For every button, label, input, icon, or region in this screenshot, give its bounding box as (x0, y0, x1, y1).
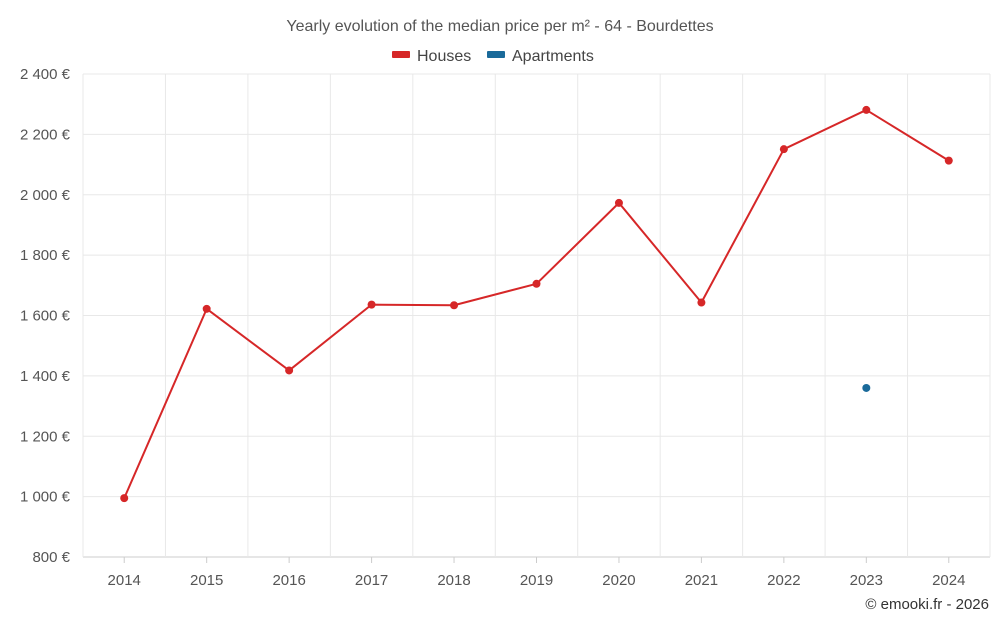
chart-title: Yearly evolution of the median price per… (286, 18, 713, 35)
x-tick-label: 2023 (850, 572, 883, 589)
series-apartments (862, 383, 871, 392)
legend-swatch-houses (392, 51, 410, 58)
x-tick-label: 2020 (602, 572, 635, 589)
x-tick-label: 2016 (272, 572, 305, 589)
y-tick-label: 1 800 € (20, 247, 71, 264)
legend-label-houses: Houses (417, 48, 471, 65)
data-point-houses[interactable] (697, 298, 706, 307)
data-point-houses[interactable] (944, 156, 953, 165)
data-point-houses[interactable] (285, 366, 294, 375)
x-tick-label: 2015 (190, 572, 223, 589)
x-tick-label: 2019 (520, 572, 553, 589)
data-point-houses[interactable] (120, 494, 129, 503)
y-tick-label: 800 € (32, 549, 70, 566)
y-tick-label: 1 400 € (20, 368, 71, 385)
x-tick-label: 2022 (767, 572, 800, 589)
series-houses (120, 105, 953, 503)
y-tick-label: 2 000 € (20, 187, 71, 204)
x-tick-label: 2017 (355, 572, 388, 589)
data-point-houses[interactable] (202, 304, 211, 313)
legend-label-apartments: Apartments (512, 48, 594, 65)
legend-item-houses[interactable]: Houses (392, 48, 471, 65)
x-tick-label: 2018 (437, 572, 470, 589)
x-tick-label: 2021 (685, 572, 718, 589)
data-point-houses[interactable] (450, 301, 459, 310)
x-tick-label: 2024 (932, 572, 965, 589)
legend-item-apartments[interactable]: Apartments (487, 48, 594, 65)
grid (82, 73, 991, 558)
x-axis-ticks: 2014 2015 2016 2017 2018 2019 2020 2021 2022 2023… (108, 557, 965, 589)
x-tick-label: 2014 (108, 572, 141, 589)
data-point-houses[interactable] (862, 105, 871, 114)
y-tick-label: 1 000 € (20, 489, 71, 506)
legend[interactable]: Houses Apartments (392, 48, 594, 65)
y-axis-ticks: 800 € 1 000 € 1 200 € 1 400 € 1 600 € 1 800 €… (20, 66, 71, 566)
credit-text: © emooki.fr - 2026 (865, 596, 989, 613)
data-point-houses[interactable] (532, 279, 541, 288)
data-point-houses[interactable] (779, 145, 788, 154)
y-tick-label: 2 200 € (20, 126, 71, 143)
legend-swatch-apartments (487, 51, 505, 58)
data-point-houses[interactable] (614, 198, 623, 207)
series (120, 105, 953, 503)
data-point-houses[interactable] (367, 300, 376, 309)
y-tick-label: 2 400 € (20, 66, 71, 83)
data-point-apartments[interactable] (862, 383, 871, 392)
y-tick-label: 1 600 € (20, 308, 71, 325)
y-tick-label: 1 200 € (20, 428, 71, 445)
